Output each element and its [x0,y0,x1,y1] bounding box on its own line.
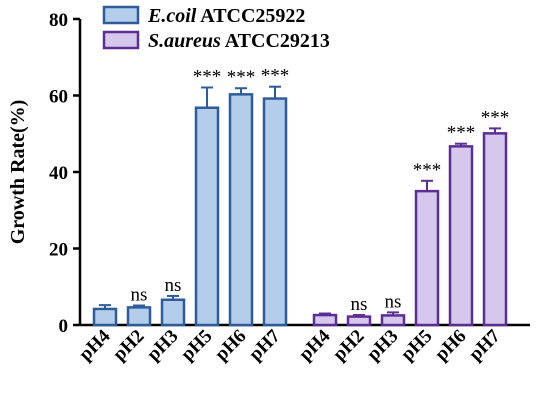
bar-saureus-pH7 [482,132,508,327]
x-tick-label: pH5 [177,326,216,365]
bar-saureus-pH6 [448,145,474,327]
y-tick-label: 20 [49,240,68,261]
legend-species-name: E.coil [147,5,197,27]
significance-label: *** [447,123,476,144]
bar-ecoli-pH3 [160,298,186,327]
bars [92,85,508,327]
bar-ecoli-pH6 [228,93,254,327]
significance-label: ns [131,284,148,305]
bar-ecoli-pH2 [126,306,152,327]
x-tick-label: pH2 [329,326,368,365]
legend-strain-name: ATCC29213 [221,30,330,52]
y-tick-label: 40 [49,163,68,184]
axes: 0 20 40 60 80 [49,10,530,337]
y-axis-title: Growth Rate(%) [7,100,29,245]
legend-swatch-saureus [102,30,140,50]
x-tick-label: pH3 [363,326,402,365]
x-tick-label: pH5 [397,326,436,365]
x-tick-label: pH3 [143,326,182,365]
significance-label: *** [413,160,442,181]
legend-label-ecoli: E.coil ATCC25922 [147,5,305,27]
significance-label: *** [261,66,290,87]
significance-label: *** [227,67,256,88]
x-tick-label: pH6 [431,326,470,365]
bar-saureus-pH3 [380,314,406,327]
significance-label: *** [481,107,510,128]
bar-saureus-pH4 [312,313,338,327]
legend-species-name: S.aureus [148,30,221,52]
x-tick-label: pH2 [109,326,148,365]
x-tick-label: pH4 [295,325,335,365]
y-tick-label: 60 [49,87,68,108]
bar-ecoli-pH5 [194,106,220,327]
significance-label: *** [193,66,222,87]
bar-saureus-pH5 [414,189,440,327]
bar-ecoli-pH4 [92,307,118,327]
x-tick-label: pH6 [211,326,250,365]
legend-swatch-ecoli [102,5,140,25]
y-tick-label: 80 [49,10,68,31]
significance-label: ns [351,294,368,315]
x-tick-label: pH7 [245,325,285,365]
bar-ecoli-pH7 [262,97,288,327]
y-tick-label: 0 [59,316,69,337]
legend-label-saureus: S.aureus ATCC29213 [148,30,330,52]
significance-label: ns [385,291,402,312]
legend-strain-name: ATCC25922 [196,5,305,27]
significance-label: ns [165,275,182,296]
x-tick-label: pH7 [465,325,505,365]
legend: E.coil ATCC25922 S.aureus ATCC29213 [102,5,330,52]
bar-saureus-pH2 [346,315,372,327]
x-tick-label: pH4 [75,325,115,365]
